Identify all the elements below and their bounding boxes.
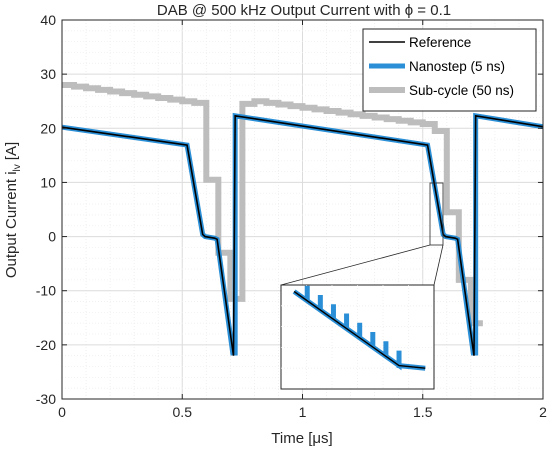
y-axis-label: Output Current ilv [A] [3,142,23,278]
data-series [61,81,544,356]
y-tick-label: 0 [48,229,56,245]
y-axis-label-unit: [A] [3,142,20,160]
y-axis-label-subscript: lv [12,164,23,171]
y-tick-label: -10 [36,283,56,299]
x-axis-label: Time [μs] [271,430,332,447]
chart-title: DAB @ 500 kHz Output Current with ϕ = 0.… [157,2,451,19]
x-tick-label: 2 [539,404,547,420]
axis-ticks [61,19,544,400]
series-line-sub-cycle-50-ns [62,81,483,327]
zoom-connector-left [280,244,431,286]
y-tick-label: 10 [40,174,56,190]
x-tick-labels: 0 0.5 1 1.5 2 [58,404,547,420]
legend-label: Nanostep (5 ns) [409,59,505,74]
inset-zoom [280,284,435,390]
y-tick-label: -20 [36,337,56,353]
series-line-reference [61,114,544,356]
legend: Reference Nanostep (5 ns) Sub-cycle (50 ns… [362,28,537,112]
x-tick-label: 1.5 [413,404,433,420]
y-tick-label: 30 [40,66,56,82]
legend-label: Reference [409,35,471,50]
svg-text:Output Current ilv[A]: Output Current ilv [A] [3,142,23,278]
legend-label: Sub-cycle (50 ns) [409,83,514,98]
y-tick-label: 20 [40,120,56,136]
x-tick-label: 0.5 [173,404,193,420]
zoom-source-box [429,182,444,246]
y-tick-label: -30 [36,391,56,407]
y-tick-label: 40 [40,12,56,28]
inset-series [292,285,426,371]
zoom-connector-right [433,244,444,286]
zoom-indicator [280,182,444,286]
x-tick-label: 0 [58,404,66,420]
y-axis-label-main: Output Current i [3,171,20,278]
y-tick-labels: -30 -20 -10 0 10 20 30 40 [36,12,56,407]
inset-reference-line [293,290,426,369]
x-tick-label: 1 [299,404,307,420]
